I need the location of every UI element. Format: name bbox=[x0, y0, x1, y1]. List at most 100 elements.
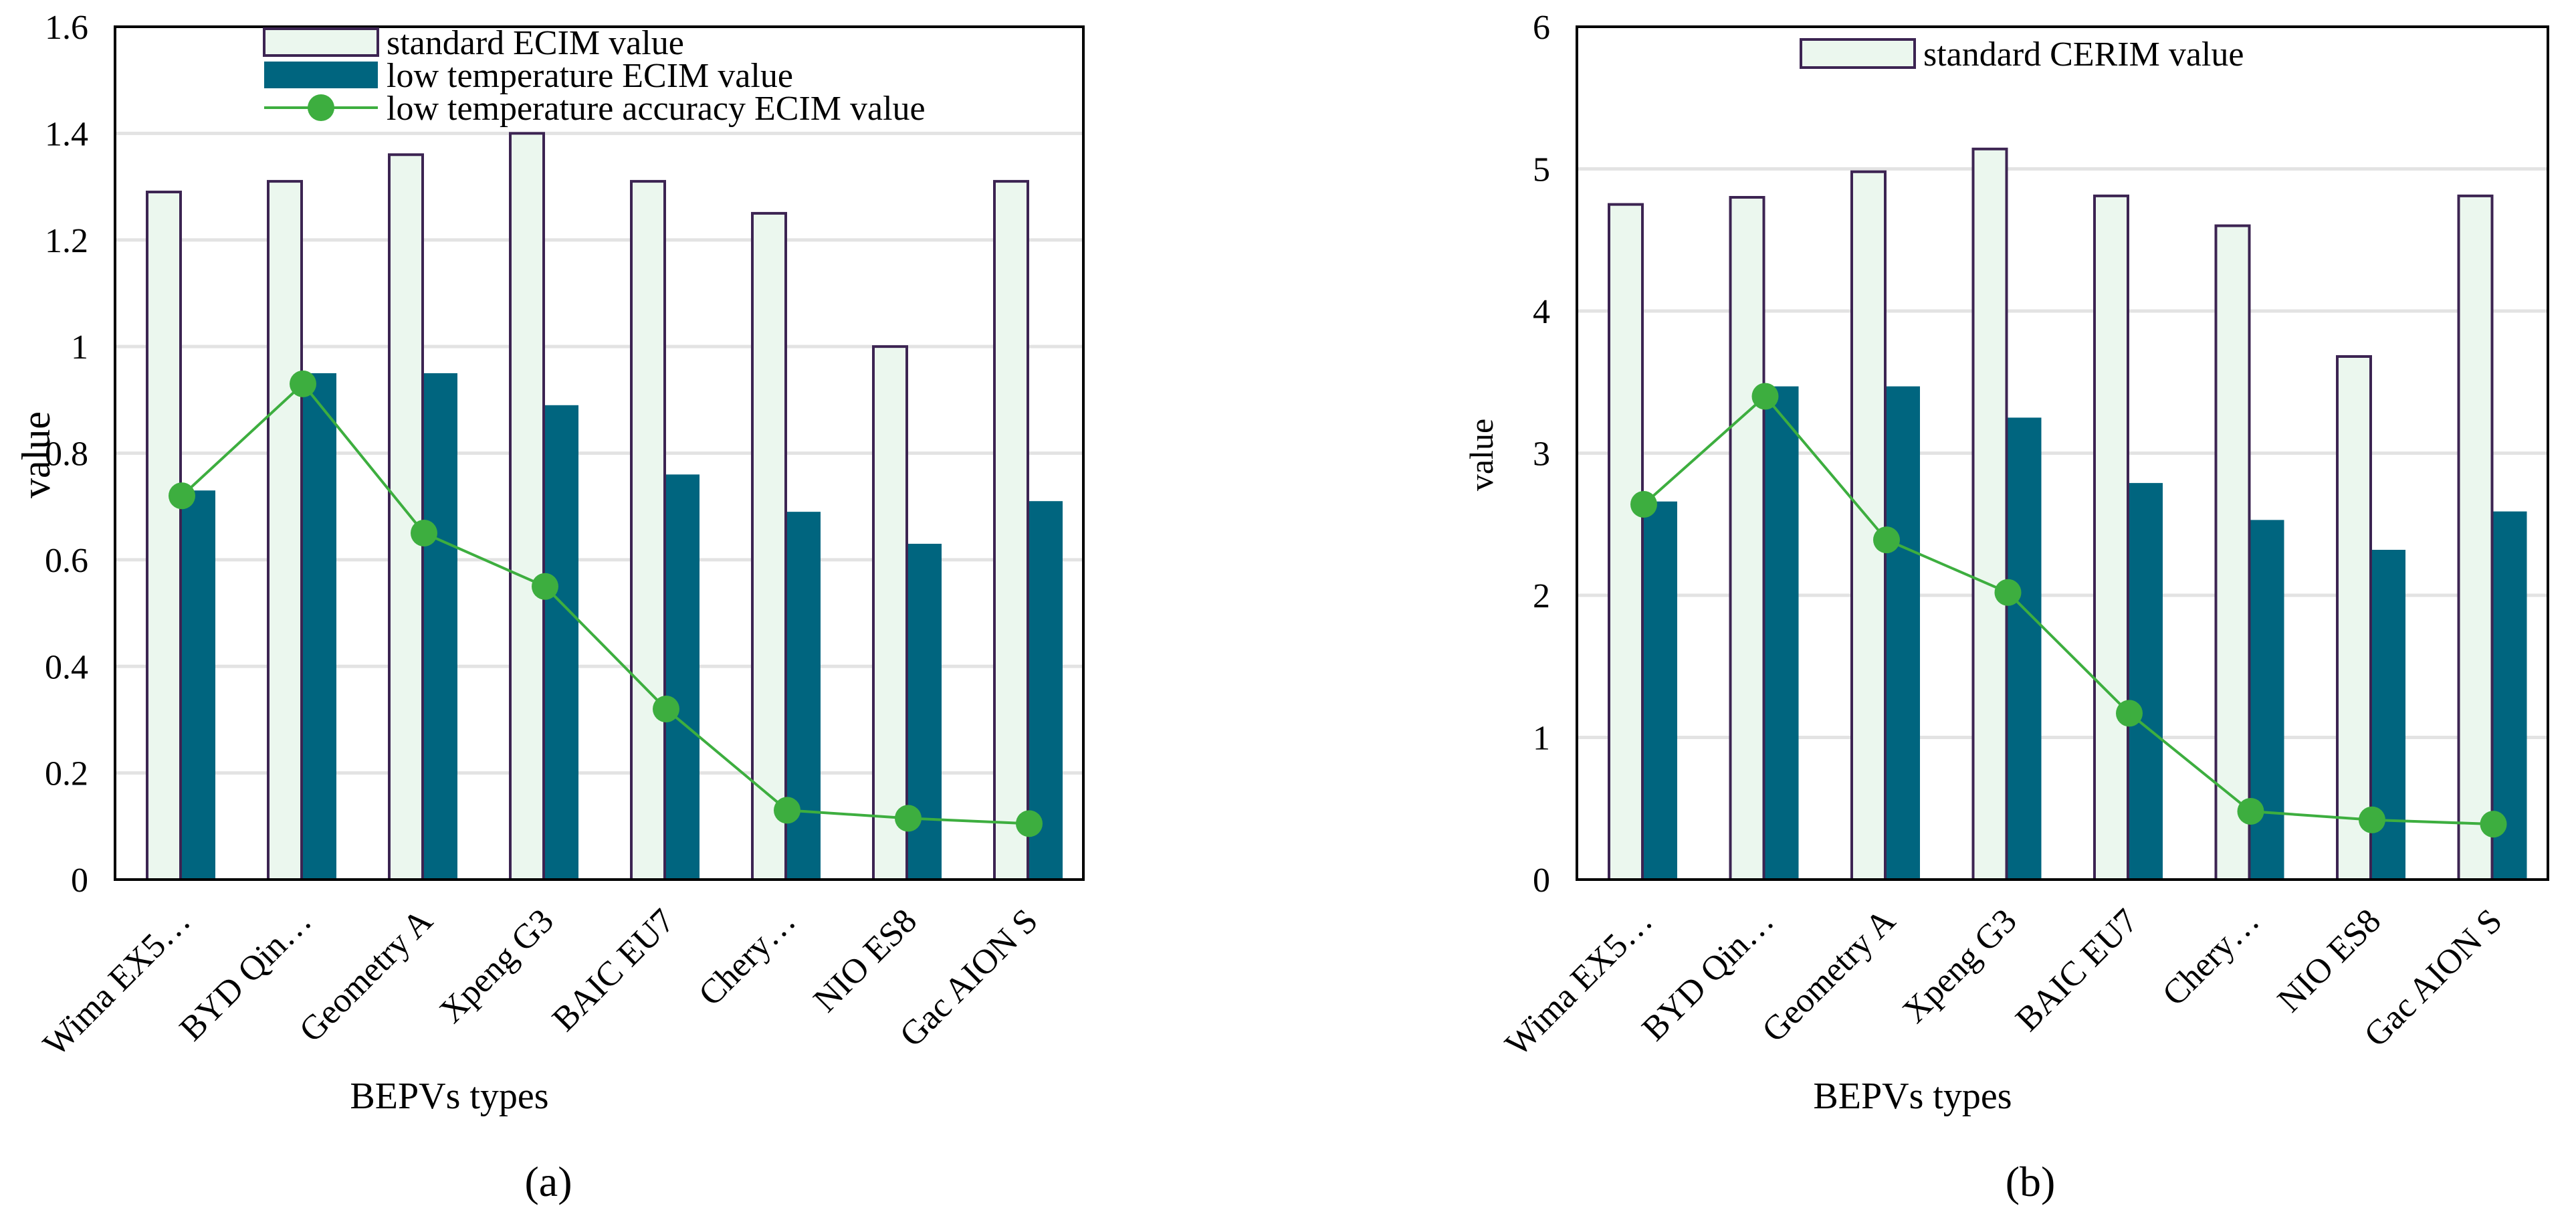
x-tick-label: Xpeng G3 bbox=[1895, 902, 2024, 1030]
y-axis-label-b: value bbox=[1463, 419, 1500, 491]
y-axis-label-a: value bbox=[14, 411, 58, 498]
legend-label: standard CERIM value bbox=[1923, 35, 2244, 74]
bar-standard bbox=[267, 180, 303, 881]
bar-standard bbox=[2457, 194, 2494, 881]
accuracy-point bbox=[290, 370, 316, 397]
bar-low-temperature bbox=[1644, 501, 1677, 880]
legend-label: low temperature accuracy ECIM value bbox=[387, 90, 926, 128]
bar-standard bbox=[388, 153, 424, 881]
bar-low-temperature bbox=[2129, 483, 2163, 880]
x-tick-label: BAIC EU7 bbox=[545, 902, 682, 1039]
legend-label: low temperature ECIM value bbox=[387, 57, 793, 95]
bar-low-temperature bbox=[303, 373, 336, 880]
bar-standard bbox=[1971, 147, 2008, 881]
accuracy-line-a bbox=[169, 370, 1043, 837]
bar-standard bbox=[872, 345, 908, 881]
y-tick-label: 5 bbox=[1533, 151, 1550, 189]
legend-swatch-bar bbox=[1800, 38, 1916, 69]
bar-low-temperature bbox=[2250, 520, 2284, 880]
bar-low-temperature bbox=[182, 490, 215, 880]
bar-low-temperature bbox=[1887, 386, 1920, 880]
y-tick-label: 1 bbox=[1533, 720, 1550, 758]
caption-b: (b) bbox=[2006, 1158, 2056, 1205]
x-tick-label: Geometry A bbox=[1755, 902, 1903, 1049]
bar-standard bbox=[1608, 203, 1644, 881]
x-tick-label: Wima EX5… bbox=[1498, 902, 1660, 1064]
x-tick-label: Chery… bbox=[691, 902, 803, 1013]
bar-standard bbox=[509, 132, 545, 881]
bar-standard bbox=[1850, 170, 1887, 881]
accuracy-point bbox=[1016, 810, 1043, 837]
y-tick-label: 1 bbox=[71, 328, 88, 367]
accuracy-point bbox=[2480, 811, 2507, 838]
chart-panel-a: 0 0.2 0.4 0.6 0.8 1 1.2 1.4 1.6 Wima EX5…BYD Qin… bbox=[14, 9, 1085, 1205]
y-tick-labels-a: 0 0.2 0.4 0.6 0.8 1 1.2 1.4 1.6 bbox=[45, 9, 88, 900]
x-axis-label-b: BEPVs types bbox=[1813, 1076, 2012, 1117]
x-tick-label: Xpeng G3 bbox=[433, 902, 561, 1030]
bar-low-temperature bbox=[2008, 417, 2042, 880]
y-tick-label: 0.6 bbox=[45, 542, 88, 580]
bars-a bbox=[146, 132, 1063, 881]
accuracy-point bbox=[169, 482, 195, 510]
bar-low-temperature bbox=[424, 373, 457, 880]
bar-low-temperature bbox=[666, 474, 700, 880]
accuracy-point bbox=[411, 520, 437, 547]
x-tick-label: NIO ES8 bbox=[2270, 902, 2388, 1019]
accuracy-point bbox=[2116, 700, 2143, 727]
y-tick-label: 6 bbox=[1533, 9, 1550, 47]
accuracy-point bbox=[1630, 491, 1657, 518]
y-tick-label: 0.4 bbox=[45, 648, 88, 686]
bar-standard bbox=[993, 180, 1029, 881]
x-tick-label: Geometry A bbox=[292, 902, 440, 1049]
bar-standard bbox=[2093, 194, 2129, 881]
caption-a: (a) bbox=[524, 1158, 572, 1205]
y-tick-label: 1.6 bbox=[45, 9, 88, 47]
plot-frame-a bbox=[114, 25, 1085, 881]
y-tick-label: 2 bbox=[1533, 577, 1550, 615]
x-axis-label-a: BEPVs types bbox=[350, 1076, 548, 1117]
bar-standard bbox=[751, 211, 787, 881]
legend-swatch-bar bbox=[263, 27, 379, 57]
legend-swatch-marker bbox=[308, 94, 334, 121]
bar-standard bbox=[146, 191, 182, 881]
bar-standard bbox=[1729, 196, 1765, 881]
chart-panel-b: 0 1 2 3 4 5 6 Wima EX5…BYD Qin…Geometry AXpeng… bbox=[1463, 9, 2549, 1205]
y-tick-label: 0 bbox=[71, 862, 88, 900]
legend-b: standard CERIM value bbox=[1800, 35, 2244, 74]
accuracy-point bbox=[653, 696, 679, 722]
y-tick-label: 3 bbox=[1533, 435, 1550, 474]
accuracy-point bbox=[1751, 383, 1779, 410]
accuracy-point bbox=[1873, 526, 1900, 554]
bar-standard bbox=[2214, 224, 2251, 881]
x-tick-label: BAIC EU7 bbox=[2008, 902, 2145, 1039]
bar-standard bbox=[2336, 355, 2372, 881]
x-tick-label: Chery… bbox=[2155, 902, 2267, 1013]
y-tick-label: 0 bbox=[1533, 862, 1550, 900]
accuracy-point bbox=[2237, 798, 2264, 825]
y-tick-labels-b: 0 1 2 3 4 5 6 bbox=[1533, 9, 1550, 900]
y-tick-label: 4 bbox=[1533, 293, 1550, 331]
bars-b bbox=[1608, 147, 2527, 881]
accuracy-point bbox=[774, 797, 800, 824]
bar-low-temperature bbox=[545, 405, 578, 880]
y-tick-label: 0.2 bbox=[45, 755, 88, 793]
accuracy-line bbox=[181, 381, 1030, 825]
x-tick-label: Wima EX5… bbox=[36, 902, 198, 1064]
plot-frame-b bbox=[1576, 25, 2549, 881]
accuracy-point bbox=[895, 805, 922, 832]
legend-swatch-bar bbox=[264, 62, 378, 88]
accuracy-line bbox=[1642, 394, 2494, 826]
accuracy-point bbox=[532, 573, 558, 600]
y-tick-label: 1.2 bbox=[45, 222, 88, 260]
bar-low-temperature bbox=[787, 512, 821, 880]
bar-standard bbox=[630, 180, 666, 881]
accuracy-line-b bbox=[1630, 383, 2507, 838]
y-tick-label: 0.8 bbox=[45, 435, 88, 474]
accuracy-point bbox=[2359, 806, 2385, 833]
y-tick-label: 1.4 bbox=[45, 115, 88, 153]
accuracy-point bbox=[1994, 579, 2022, 606]
